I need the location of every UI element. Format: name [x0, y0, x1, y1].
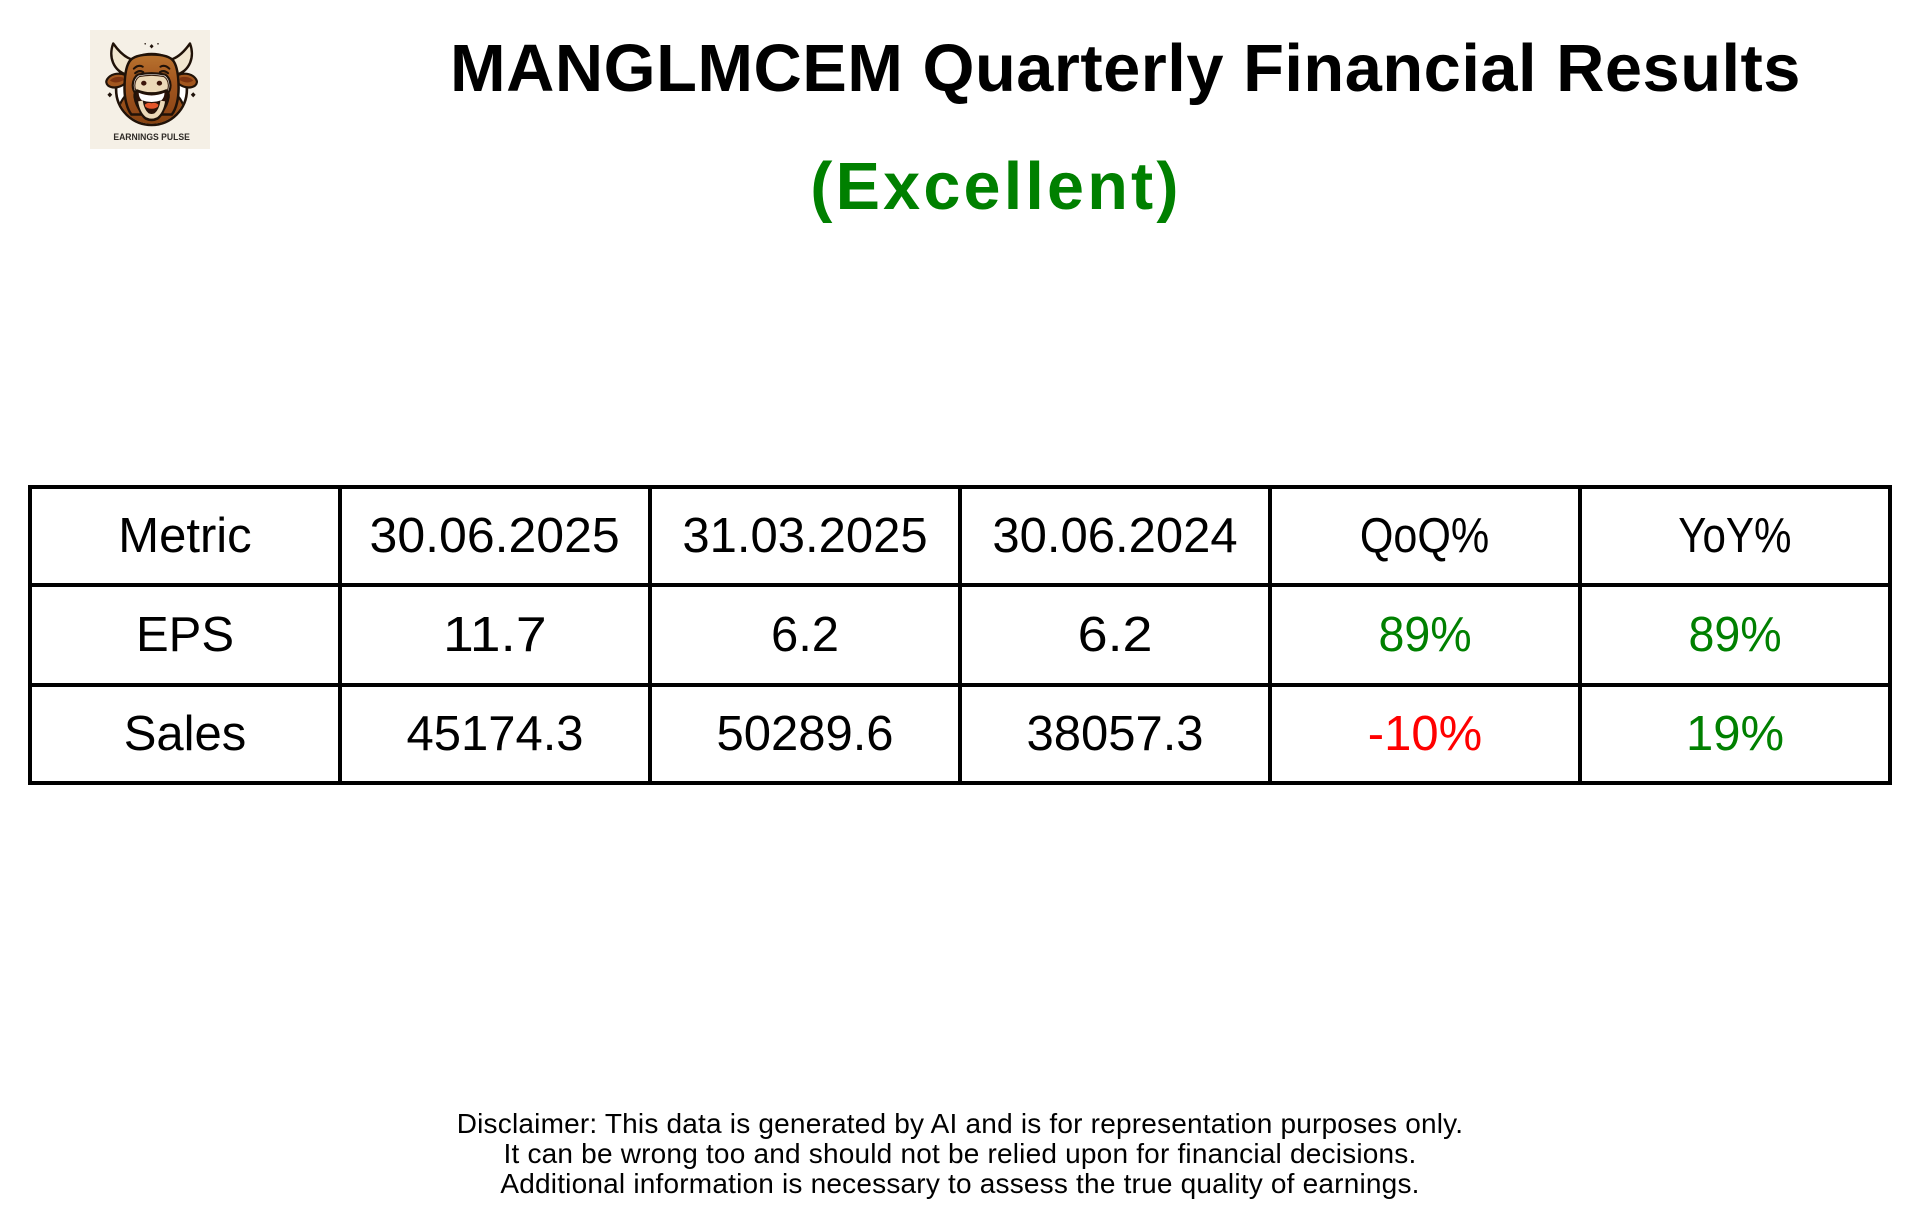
- svg-text:EARNINGS PULSE: EARNINGS PULSE: [113, 132, 190, 142]
